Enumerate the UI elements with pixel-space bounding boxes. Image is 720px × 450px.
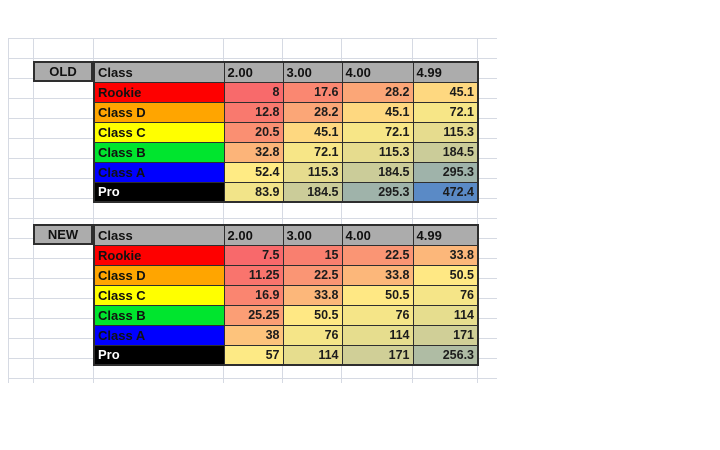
- gridline-vertical: [412, 38, 413, 383]
- value-cell[interactable]: 50.5: [282, 304, 343, 326]
- table-row: Pro 57 114 171 256.3: [93, 344, 479, 366]
- value-cell[interactable]: 20.5: [223, 121, 284, 143]
- class-label-cell[interactable]: Class B: [93, 304, 225, 326]
- rate-table-old: Class 2.00 3.00 4.00 4.99 Rookie 8 17.6 28.2 45.1…: [93, 61, 479, 203]
- class-label-cell[interactable]: Rookie: [93, 244, 225, 266]
- class-label-cell[interactable]: Class D: [93, 264, 225, 286]
- gridline-vertical: [8, 38, 9, 383]
- class-label-cell[interactable]: Class D: [93, 101, 225, 123]
- price-column-header-cell[interactable]: 4.00: [341, 224, 414, 246]
- value-cell[interactable]: 76: [341, 304, 414, 326]
- class-column-header-cell[interactable]: Class: [93, 61, 225, 83]
- table-row: Rookie 8 17.6 28.2 45.1: [93, 81, 479, 103]
- value-cell[interactable]: 45.1: [341, 101, 414, 123]
- class-label-cell[interactable]: Rookie: [93, 81, 225, 103]
- value-cell[interactable]: 472.4: [412, 181, 479, 203]
- value-cell[interactable]: 83.9: [223, 181, 284, 203]
- rate-table-new: Class 2.00 3.00 4.00 4.99 Rookie 7.5 15 22.5 33.8…: [93, 224, 479, 366]
- price-column-header-cell[interactable]: 2.00: [223, 224, 284, 246]
- table-row: Class A 38 76 114 171: [93, 324, 479, 346]
- value-cell[interactable]: 295.3: [412, 161, 479, 183]
- price-column-header-cell[interactable]: 3.00: [282, 224, 343, 246]
- value-cell[interactable]: 50.5: [412, 264, 479, 286]
- class-label-cell[interactable]: Pro: [93, 181, 225, 203]
- header-row: Class 2.00 3.00 4.00 4.99: [93, 224, 479, 246]
- value-cell[interactable]: 25.25: [223, 304, 284, 326]
- value-cell[interactable]: 114: [412, 304, 479, 326]
- table-row: Rookie 7.5 15 22.5 33.8: [93, 244, 479, 266]
- price-column-header-cell[interactable]: 4.00: [341, 61, 414, 83]
- value-cell[interactable]: 33.8: [282, 284, 343, 306]
- table-row: Class C 16.9 33.8 50.5 76: [93, 284, 479, 306]
- section-label-cell-old[interactable]: OLD: [33, 61, 93, 82]
- class-label-cell[interactable]: Pro: [93, 344, 225, 366]
- value-cell[interactable]: 184.5: [412, 141, 479, 163]
- value-cell[interactable]: 295.3: [341, 181, 414, 203]
- class-label-cell[interactable]: Class C: [93, 284, 225, 306]
- value-cell[interactable]: 72.1: [282, 141, 343, 163]
- value-cell[interactable]: 15: [282, 244, 343, 266]
- table-row: Class C 20.5 45.1 72.1 115.3: [93, 121, 479, 143]
- value-cell[interactable]: 115.3: [282, 161, 343, 183]
- gridline-vertical: [282, 38, 283, 383]
- value-cell[interactable]: 22.5: [282, 264, 343, 286]
- value-cell[interactable]: 114: [341, 324, 414, 346]
- value-cell[interactable]: 72.1: [412, 101, 479, 123]
- gridline-vertical: [33, 38, 34, 383]
- value-cell[interactable]: 8: [223, 81, 284, 103]
- value-cell[interactable]: 16.9: [223, 284, 284, 306]
- value-cell[interactable]: 72.1: [341, 121, 414, 143]
- value-cell[interactable]: 76: [282, 324, 343, 346]
- price-column-header-cell[interactable]: 3.00: [282, 61, 343, 83]
- value-cell[interactable]: 33.8: [341, 264, 414, 286]
- value-cell[interactable]: 38: [223, 324, 284, 346]
- price-column-header-cell[interactable]: 4.99: [412, 61, 479, 83]
- value-cell[interactable]: 7.5: [223, 244, 284, 266]
- value-cell[interactable]: 22.5: [341, 244, 414, 266]
- value-cell[interactable]: 171: [412, 324, 479, 346]
- table-row: Class B 32.8 72.1 115.3 184.5: [93, 141, 479, 163]
- value-cell[interactable]: 45.1: [282, 121, 343, 143]
- class-column-header-cell[interactable]: Class: [93, 224, 225, 246]
- table-row: Pro 83.9 184.5 295.3 472.4: [93, 181, 479, 203]
- gridline-vertical: [223, 38, 224, 383]
- value-cell[interactable]: 114: [282, 344, 343, 366]
- value-cell[interactable]: 28.2: [282, 101, 343, 123]
- value-cell[interactable]: 11.25: [223, 264, 284, 286]
- class-label-cell[interactable]: Class B: [93, 141, 225, 163]
- value-cell[interactable]: 171: [341, 344, 414, 366]
- table-row: Class A 52.4 115.3 184.5 295.3: [93, 161, 479, 183]
- price-column-header-cell[interactable]: 4.99: [412, 224, 479, 246]
- gridline-vertical: [477, 38, 478, 383]
- value-cell[interactable]: 184.5: [282, 181, 343, 203]
- value-cell[interactable]: 33.8: [412, 244, 479, 266]
- table-row: Class D 12.8 28.2 45.1 72.1: [93, 101, 479, 123]
- class-label-cell[interactable]: Class A: [93, 324, 225, 346]
- value-cell[interactable]: 76: [412, 284, 479, 306]
- value-cell[interactable]: 115.3: [412, 121, 479, 143]
- value-cell[interactable]: 256.3: [412, 344, 479, 366]
- class-label-cell[interactable]: Class C: [93, 121, 225, 143]
- value-cell[interactable]: 52.4: [223, 161, 284, 183]
- value-cell[interactable]: 184.5: [341, 161, 414, 183]
- gridline-vertical: [93, 38, 94, 383]
- gridline-vertical: [341, 38, 342, 383]
- value-cell[interactable]: 115.3: [341, 141, 414, 163]
- value-cell[interactable]: 17.6: [282, 81, 343, 103]
- value-cell[interactable]: 12.8: [223, 101, 284, 123]
- value-cell[interactable]: 50.5: [341, 284, 414, 306]
- value-cell[interactable]: 28.2: [341, 81, 414, 103]
- value-cell[interactable]: 32.8: [223, 141, 284, 163]
- section-label-cell-new[interactable]: NEW: [33, 224, 93, 245]
- table-row: Class D 11.25 22.5 33.8 50.5: [93, 264, 479, 286]
- value-cell[interactable]: 57: [223, 344, 284, 366]
- value-cell[interactable]: 45.1: [412, 81, 479, 103]
- table-row: Class B 25.25 50.5 76 114: [93, 304, 479, 326]
- price-column-header-cell[interactable]: 2.00: [223, 61, 284, 83]
- header-row: Class 2.00 3.00 4.00 4.99: [93, 61, 479, 83]
- class-label-cell[interactable]: Class A: [93, 161, 225, 183]
